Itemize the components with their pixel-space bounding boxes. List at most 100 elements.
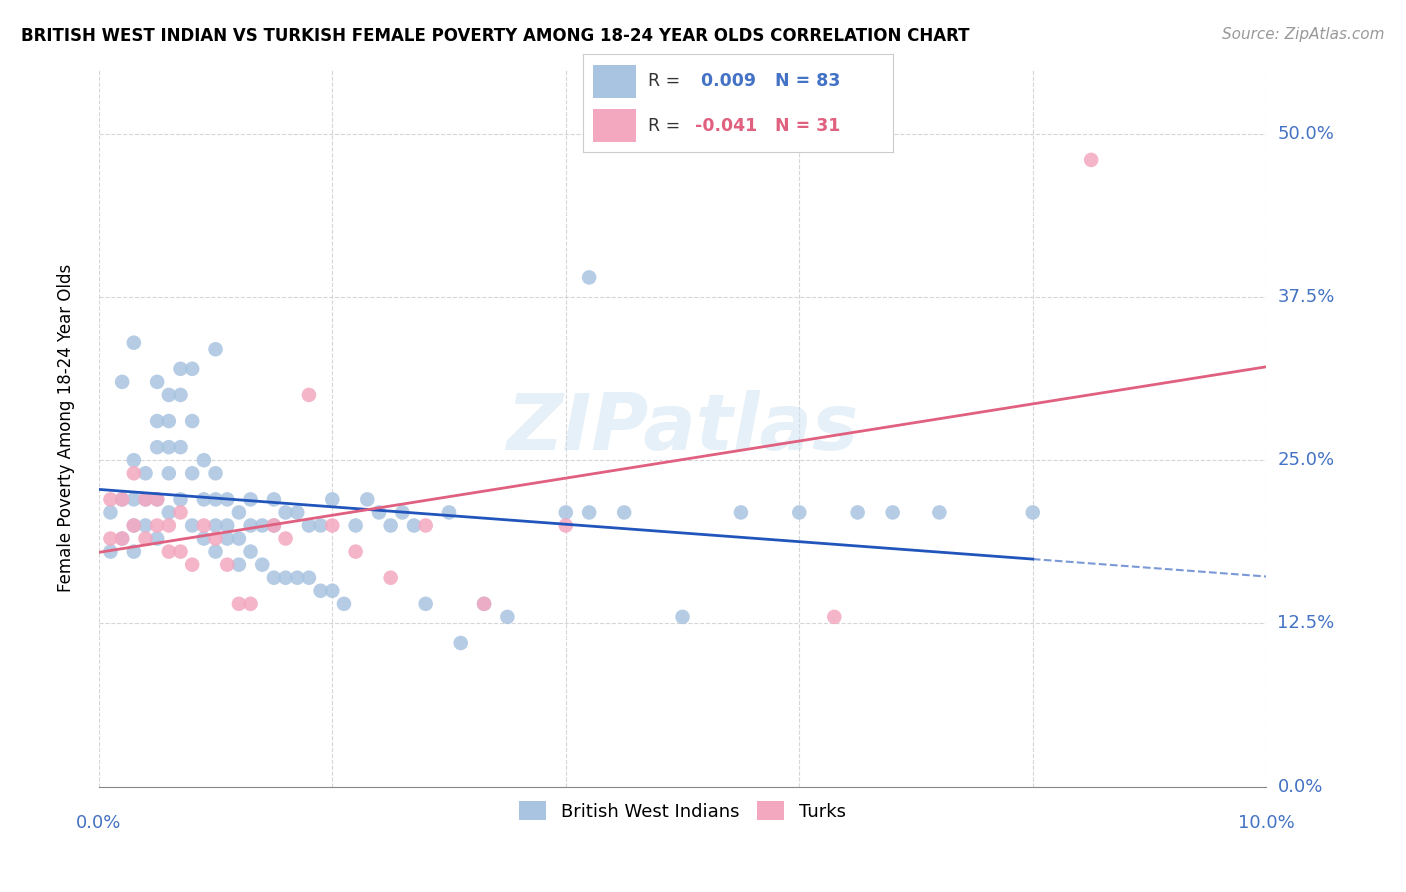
Legend: British West Indians, Turks: British West Indians, Turks: [512, 794, 853, 828]
Point: [217, 532, 239, 546]
Point: [122, 544, 145, 558]
Point: [415, 597, 437, 611]
Point: [333, 597, 356, 611]
Point: [181, 467, 204, 481]
Point: [181, 414, 204, 428]
Point: [263, 518, 285, 533]
Point: [157, 544, 180, 558]
Point: [437, 505, 460, 519]
Point: [217, 558, 239, 572]
Point: [146, 375, 169, 389]
Point: [100, 492, 122, 507]
Point: [285, 571, 308, 585]
Point: [356, 492, 378, 507]
Point: [298, 518, 321, 533]
Point: [193, 492, 215, 507]
Point: [111, 532, 134, 546]
Point: [344, 518, 367, 533]
Point: [181, 518, 204, 533]
Point: [263, 518, 285, 533]
Point: [402, 518, 425, 533]
Point: [122, 335, 145, 350]
Point: [146, 414, 169, 428]
Text: 12.5%: 12.5%: [1278, 615, 1334, 632]
Text: 10.0%: 10.0%: [1237, 814, 1295, 832]
Point: [157, 440, 180, 454]
Text: N = 31: N = 31: [775, 117, 841, 135]
Text: 25.0%: 25.0%: [1278, 451, 1334, 469]
Point: [111, 375, 134, 389]
Text: -0.041: -0.041: [695, 117, 756, 135]
Point: [344, 544, 367, 558]
Point: [134, 518, 156, 533]
Point: [181, 361, 204, 376]
Point: [204, 544, 226, 558]
Text: ZIPatlas: ZIPatlas: [506, 390, 859, 466]
Point: [239, 518, 262, 533]
Point: [380, 571, 402, 585]
Point: [122, 492, 145, 507]
Point: [169, 492, 191, 507]
Point: [146, 532, 169, 546]
Point: [146, 492, 169, 507]
Point: [1080, 153, 1102, 167]
Point: [111, 492, 134, 507]
Point: [228, 532, 250, 546]
Point: [309, 583, 332, 598]
Point: [157, 505, 180, 519]
Point: [134, 492, 156, 507]
Point: [415, 518, 437, 533]
Point: [193, 532, 215, 546]
Point: [157, 414, 180, 428]
Bar: [593, 65, 636, 98]
Point: [578, 505, 600, 519]
Point: [613, 505, 636, 519]
Point: [122, 518, 145, 533]
Point: [787, 505, 810, 519]
Point: [228, 505, 250, 519]
Point: [380, 518, 402, 533]
Point: [146, 518, 169, 533]
Point: [146, 440, 169, 454]
Point: [472, 597, 495, 611]
Point: [157, 518, 180, 533]
Text: Source: ZipAtlas.com: Source: ZipAtlas.com: [1222, 27, 1385, 42]
Point: [298, 388, 321, 402]
Point: [146, 492, 169, 507]
Point: [321, 492, 343, 507]
Point: [882, 505, 904, 519]
Point: [193, 453, 215, 467]
Point: [122, 467, 145, 481]
Point: [823, 610, 845, 624]
Point: [321, 583, 343, 598]
Point: [309, 518, 332, 533]
Point: [274, 505, 297, 519]
Point: [368, 505, 391, 519]
Text: R =: R =: [648, 117, 686, 135]
Point: [181, 558, 204, 572]
Point: [578, 270, 600, 285]
Text: N = 83: N = 83: [775, 72, 841, 90]
Point: [228, 558, 250, 572]
Point: [217, 492, 239, 507]
Point: [169, 440, 191, 454]
Point: [169, 505, 191, 519]
Point: [263, 571, 285, 585]
Point: [252, 518, 274, 533]
Point: [228, 597, 250, 611]
Point: [730, 505, 752, 519]
Text: BRITISH WEST INDIAN VS TURKISH FEMALE POVERTY AMONG 18-24 YEAR OLDS CORRELATION : BRITISH WEST INDIAN VS TURKISH FEMALE PO…: [21, 27, 970, 45]
Text: 0.0%: 0.0%: [76, 814, 121, 832]
Point: [134, 492, 156, 507]
Text: 37.5%: 37.5%: [1278, 288, 1334, 306]
Point: [239, 544, 262, 558]
Point: [217, 518, 239, 533]
Point: [111, 532, 134, 546]
Point: [122, 453, 145, 467]
Point: [554, 518, 576, 533]
Point: [274, 532, 297, 546]
Point: [846, 505, 869, 519]
Point: [100, 544, 122, 558]
Point: [554, 505, 576, 519]
Point: [169, 544, 191, 558]
